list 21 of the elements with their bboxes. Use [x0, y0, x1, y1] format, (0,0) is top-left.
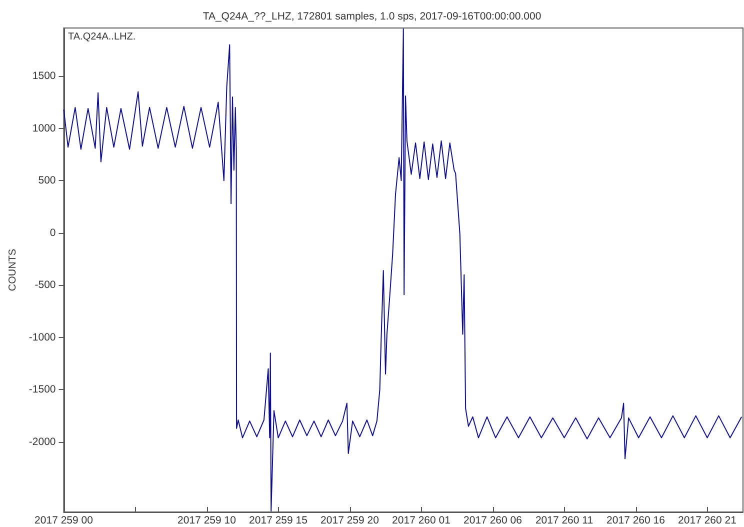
y-axis-title: COUNTS: [8, 248, 18, 292]
y-tick-label: 1500: [32, 70, 56, 82]
y-tick-label: 1000: [32, 122, 56, 134]
x-tick-label: 2017 259 20: [320, 514, 380, 526]
x-tick-label: 2017 259 15: [249, 514, 308, 526]
chart-title: TA_Q24A_??_LHZ, 172801 samples, 1.0 sps, 2017-09-16T00:00:00.000: [202, 10, 542, 22]
y-tick-label: -1500: [28, 384, 56, 396]
y-tick-label: -1000: [28, 331, 56, 344]
y-tick-label: 0: [50, 226, 56, 239]
x-tick-label: 2017 260 21: [678, 514, 737, 526]
x-tick-label: 2017 259 00: [34, 514, 94, 526]
line-series: [63, 28, 742, 512]
y-tick-label: 500: [38, 174, 56, 187]
y-tick-label: -500: [34, 279, 56, 292]
x-tick-label: 2017 259 10: [178, 514, 236, 526]
x-tick-label: 2017 260 06: [464, 514, 522, 526]
annotation: TA.Q24A..LHZ.: [68, 32, 136, 42]
x-tick-label: 2017 260 11: [535, 514, 594, 526]
x-tick-label: 2017 260 16: [606, 514, 666, 526]
y-tick-label: -2000: [28, 436, 56, 448]
x-tick-label: 2017 260 01: [392, 514, 451, 526]
